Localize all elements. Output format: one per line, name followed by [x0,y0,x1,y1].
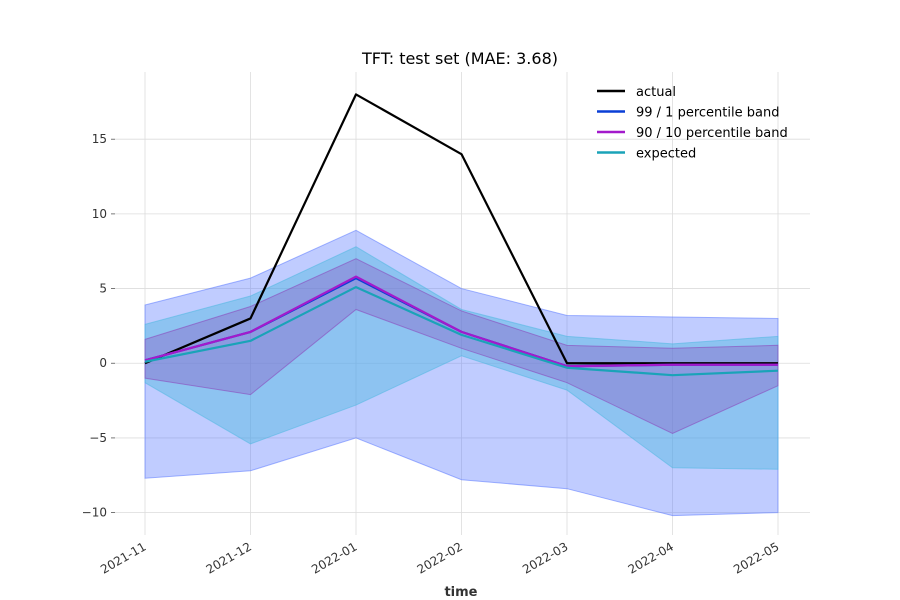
y-tick-label: −5 [89,431,107,445]
legend-entry: 90 / 10 percentile band [636,126,788,141]
x-axis-ticks: 2021-11 2021-12 2022-01 2022-02 2022-03 2022-… [98,539,781,576]
y-tick-label: 10 [92,207,107,221]
percentile-bands [144,229,779,517]
x-axis-label: time [444,585,477,600]
series-lines [144,93,779,377]
chart-title: TFT: test set (MAE: 3.68) [361,49,558,68]
series-line-90-10-percentile-band [144,275,778,368]
legend-entry: 99 / 1 percentile band [636,106,779,121]
y-axis-ticks: −10 −5 0 5 10 15 [82,132,115,520]
x-tick-label: 2022-05 [731,539,781,576]
x-tick-label: 2022-03 [520,539,570,576]
band-99-1-percentile-band [144,229,779,517]
band-90-10-percentile-band [144,258,779,434]
y-tick-label: 15 [92,132,107,146]
x-tick-label: 2021-12 [204,539,254,576]
x-tick-label: 2022-04 [626,539,676,576]
y-tick-label: −10 [82,506,107,520]
y-tick-label: 0 [99,356,107,370]
x-tick-label: 2022-01 [309,539,359,576]
legend: actual 99 / 1 percentile band 90 / 10 perc… [597,85,788,162]
x-tick-label: 2022-02 [415,539,465,576]
series-line-actual [144,93,778,365]
band-expected [144,246,779,470]
legend-entry: actual [636,85,676,100]
x-tick-label: 2021-11 [98,539,148,576]
y-tick-label: 5 [99,282,107,296]
legend-entry: expected [636,147,696,162]
series-line-expected [144,285,779,377]
